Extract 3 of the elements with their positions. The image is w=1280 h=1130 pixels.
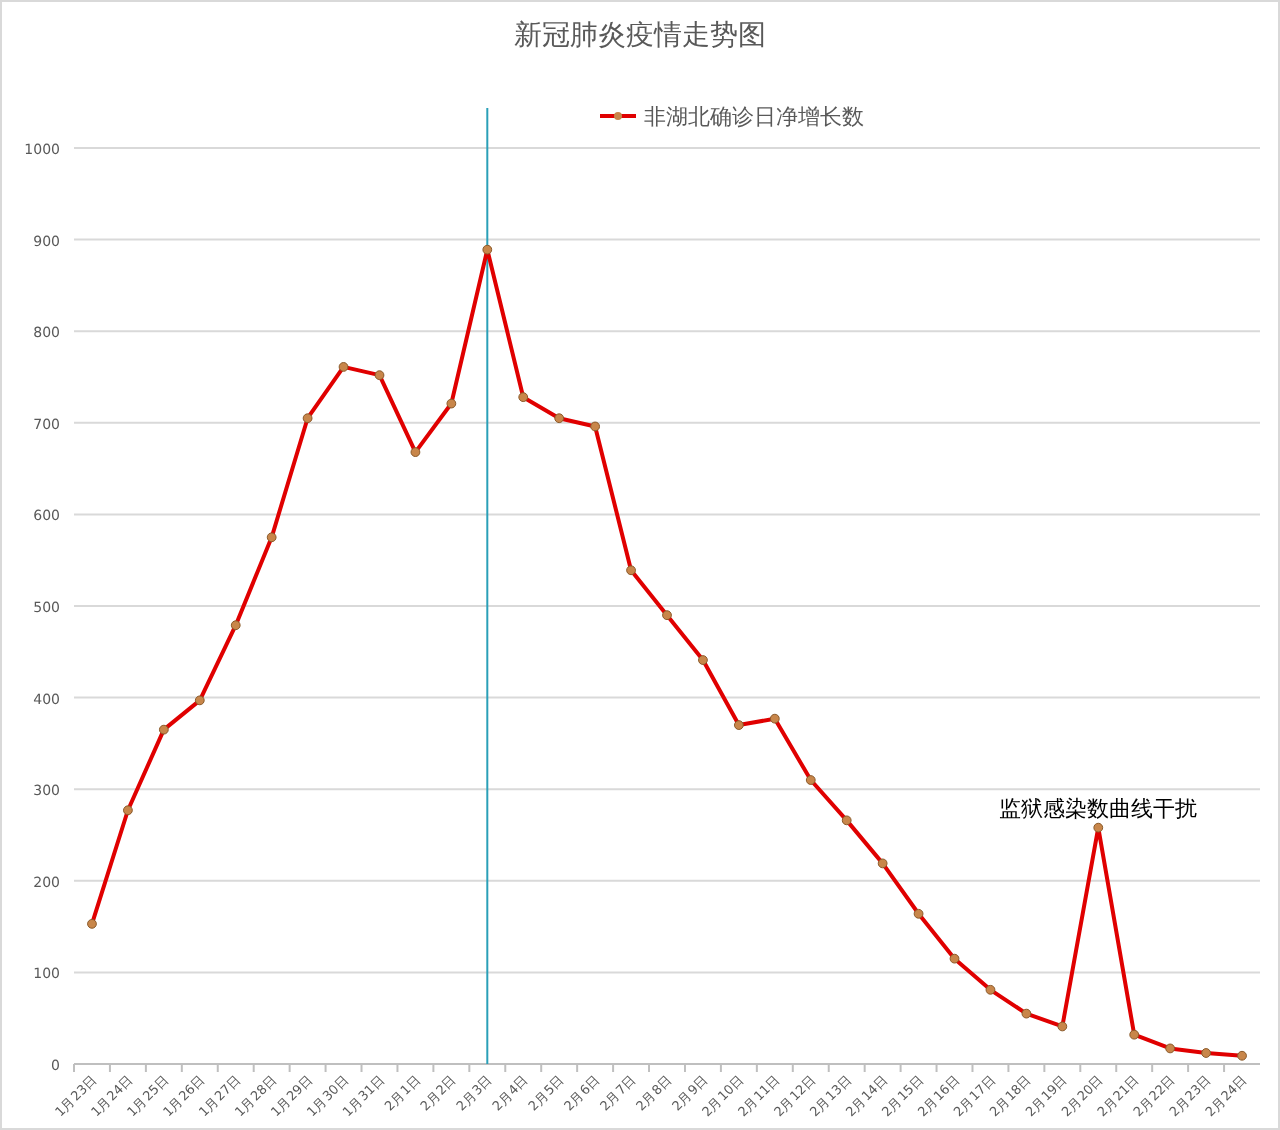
annotation: 监狱感染数曲线干扰 xyxy=(999,795,1198,822)
chart-title: 新冠肺炎疫情走势图 xyxy=(514,20,766,52)
legend-label: 非湖北确诊日净增长数 xyxy=(644,104,864,130)
